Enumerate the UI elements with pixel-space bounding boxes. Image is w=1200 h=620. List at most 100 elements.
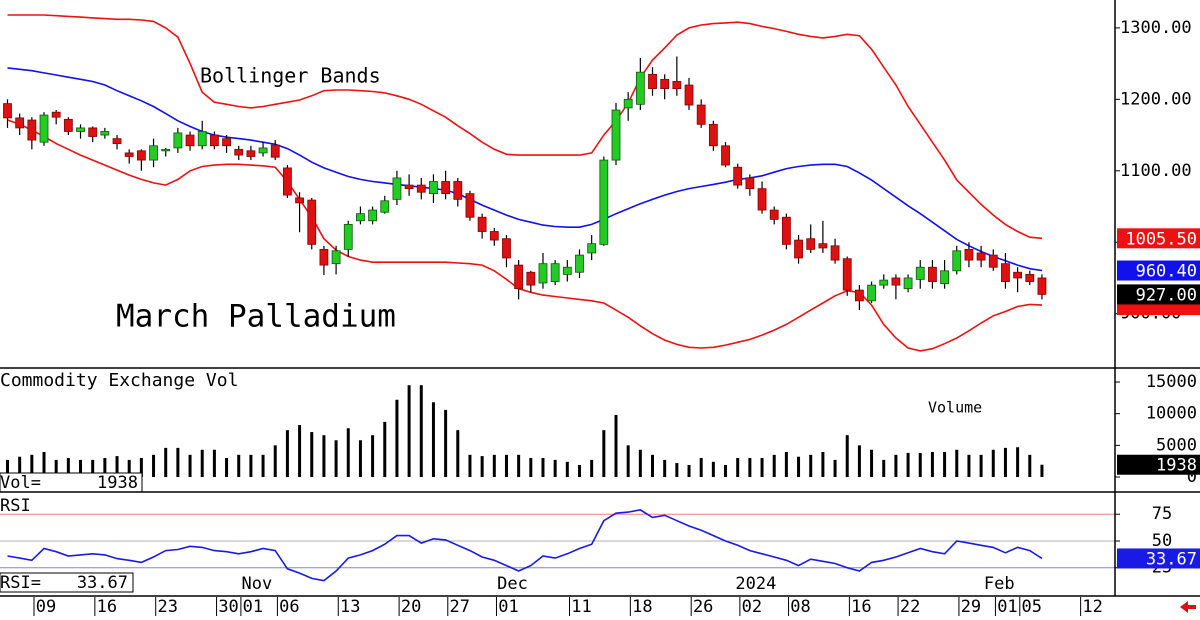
candle-body bbox=[575, 254, 584, 273]
candle-body bbox=[246, 150, 256, 157]
candle-body bbox=[124, 152, 134, 157]
scroll-arrow[interactable] bbox=[1180, 601, 1196, 613]
candle-body bbox=[319, 248, 329, 266]
readout-value: 33.67 bbox=[77, 573, 128, 593]
month-label: Dec bbox=[497, 574, 528, 594]
volume-bar bbox=[54, 459, 58, 477]
x-tick-label: 11 bbox=[571, 597, 591, 617]
readout-box bbox=[0, 572, 134, 593]
volume-bar bbox=[480, 456, 484, 477]
volume-bar bbox=[395, 399, 399, 477]
volume-bar bbox=[456, 430, 460, 477]
candle-body bbox=[429, 181, 438, 195]
candle-body bbox=[867, 284, 876, 302]
volume-bar bbox=[225, 458, 229, 477]
volume-bar bbox=[176, 447, 180, 477]
volume-bar bbox=[760, 458, 764, 477]
candle-body bbox=[1037, 277, 1047, 295]
candle-body bbox=[222, 138, 231, 147]
bollinger-band bbox=[7, 119, 1043, 352]
candle-body bbox=[611, 109, 621, 161]
value-box bbox=[1117, 548, 1200, 569]
candle-body bbox=[599, 159, 609, 245]
candle-body bbox=[830, 245, 840, 261]
volume-bar bbox=[468, 454, 472, 477]
candle-body bbox=[928, 266, 937, 282]
y-tick-label: 1100.00 bbox=[1120, 161, 1192, 181]
candle-body bbox=[136, 150, 146, 161]
candle-body bbox=[502, 238, 511, 259]
volume-bar bbox=[237, 454, 241, 477]
bollinger-band bbox=[7, 67, 1043, 272]
candle-body bbox=[684, 84, 694, 106]
volume-bar bbox=[152, 454, 156, 477]
candle-body bbox=[295, 197, 304, 204]
volume-bar bbox=[103, 458, 107, 477]
x-tick-label: 09 bbox=[36, 597, 56, 617]
readout-label: Vol= bbox=[0, 473, 41, 493]
volume-bar bbox=[383, 421, 387, 477]
y-tick-label: 15000 bbox=[1146, 372, 1197, 392]
candle-body bbox=[27, 119, 37, 141]
volume-bar bbox=[724, 464, 728, 477]
candle-body bbox=[331, 250, 341, 265]
candle-body bbox=[1013, 271, 1023, 279]
volume-bar bbox=[115, 456, 119, 477]
candle-body bbox=[368, 209, 378, 222]
volume-bar bbox=[529, 458, 533, 477]
y-tick-label: 5000 bbox=[1156, 435, 1197, 455]
candle-body bbox=[1025, 273, 1035, 282]
volume-bar bbox=[906, 452, 910, 477]
volume-bar bbox=[1016, 447, 1020, 477]
candle-body bbox=[258, 147, 268, 154]
candle-body bbox=[112, 138, 122, 145]
volume-bar bbox=[358, 440, 362, 477]
y-tick-label: 50 bbox=[1152, 531, 1172, 551]
value-box bbox=[1117, 454, 1200, 475]
candle-body bbox=[197, 131, 207, 147]
volume-bar bbox=[1003, 447, 1007, 477]
volume-bar bbox=[638, 449, 642, 477]
value-label: 927.00 bbox=[1136, 285, 1197, 305]
candle-body bbox=[380, 200, 390, 213]
candle-body bbox=[806, 238, 816, 250]
value-box bbox=[1117, 228, 1200, 249]
candle-body bbox=[781, 216, 791, 245]
volume-bar bbox=[711, 461, 715, 477]
volume-bar bbox=[1028, 454, 1032, 477]
month-label: 2024 bbox=[735, 574, 776, 594]
x-tick-label: 16 bbox=[851, 597, 871, 617]
volume-bar bbox=[6, 459, 9, 477]
candle-body bbox=[416, 184, 426, 193]
x-tick-label: 02 bbox=[742, 597, 762, 617]
candle-body bbox=[465, 193, 475, 218]
volume-bar bbox=[845, 435, 849, 477]
candle-body bbox=[952, 250, 962, 272]
x-tick-label: 06 bbox=[279, 597, 299, 617]
volume-bar bbox=[188, 454, 192, 477]
volume-bar bbox=[882, 459, 886, 477]
volume-bar bbox=[821, 451, 825, 477]
candle-body bbox=[526, 271, 536, 286]
candle-body bbox=[477, 216, 487, 232]
candle-body bbox=[356, 213, 365, 222]
volume-bar bbox=[748, 458, 752, 477]
candle-body bbox=[587, 243, 597, 254]
volume-bar bbox=[431, 402, 435, 477]
volume-bar bbox=[127, 459, 131, 477]
volume-bar bbox=[419, 385, 423, 477]
volume-bar bbox=[504, 454, 508, 477]
volume-bar bbox=[943, 451, 947, 477]
candle-body bbox=[842, 258, 852, 291]
volume-bar bbox=[322, 435, 326, 477]
candle-body bbox=[149, 145, 158, 161]
candle-body bbox=[76, 127, 85, 132]
candle-body bbox=[721, 145, 730, 166]
volume-bar bbox=[955, 449, 959, 477]
panel-title: RSI bbox=[0, 496, 31, 516]
volume-bar bbox=[687, 464, 691, 477]
x-tick-label: 30 bbox=[218, 597, 238, 617]
candle-body bbox=[648, 73, 657, 90]
